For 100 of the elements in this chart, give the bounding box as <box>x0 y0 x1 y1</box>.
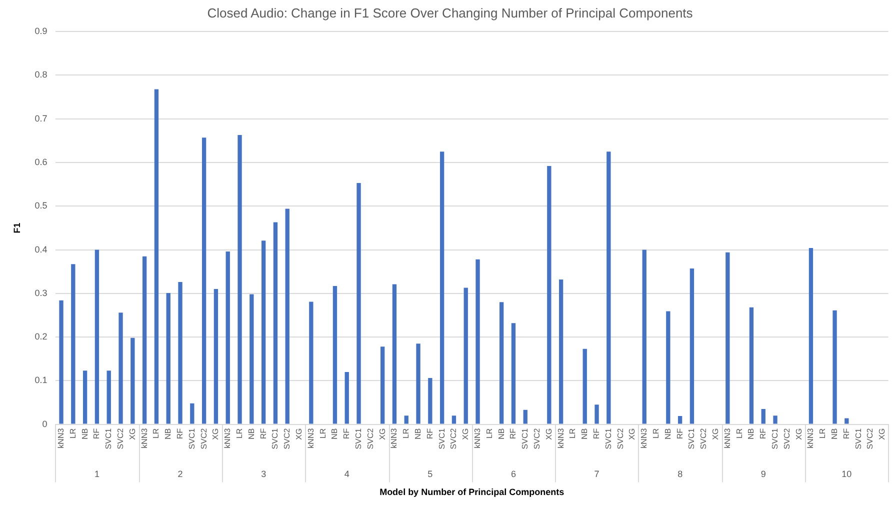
bar <box>106 370 111 424</box>
x-axis-title: Model by Number of Principal Components <box>380 487 564 498</box>
bar <box>808 248 814 424</box>
x-tick-label: NB <box>164 428 173 440</box>
y-tick-label: 0.6 <box>34 156 48 167</box>
bar <box>238 135 242 424</box>
x-tick-label: SVC2 <box>199 428 208 450</box>
y-axis-title: F1 <box>12 222 22 234</box>
bar <box>273 222 278 424</box>
x-tick-label: kNN3 <box>390 428 399 448</box>
x-tick-label: SVC2 <box>616 428 625 450</box>
x-tick-label: XG <box>128 428 137 440</box>
bar <box>285 208 290 424</box>
x-tick-label: SVC2 <box>366 428 375 450</box>
bar <box>749 307 754 424</box>
x-tick-label: SVC2 <box>866 428 875 450</box>
bar <box>547 166 552 424</box>
y-tick-label: 0.4 <box>34 244 48 254</box>
x-tick-label: SVC2 <box>532 428 542 450</box>
bar <box>214 289 218 424</box>
y-tick-label: 0.7 <box>34 113 48 124</box>
bar <box>250 294 254 424</box>
x-tick-label: NB <box>830 428 839 440</box>
bar <box>832 310 837 424</box>
x-tick-label: LR <box>734 428 744 439</box>
x-tick-label: LR <box>651 428 660 439</box>
x-tick-label: RF <box>92 428 102 439</box>
x-tick-label: RF <box>842 428 851 439</box>
x-tick-label: NB <box>330 428 340 440</box>
x-tick-label: XG <box>628 428 637 440</box>
bar <box>178 282 182 424</box>
x-tick-label: SVC2 <box>699 428 708 450</box>
x-tick-label: kNN3 <box>640 428 649 448</box>
x-tick-label: SVC1 <box>520 428 530 450</box>
x-tick-label: SVC1 <box>354 428 363 450</box>
text: 9 <box>760 468 766 479</box>
bar <box>523 410 528 424</box>
x-tick-label: kNN3 <box>556 428 566 448</box>
x-tick-label: NB <box>746 428 756 440</box>
bar <box>761 409 766 424</box>
x-tick-label: SVC2 <box>782 428 792 450</box>
x-tick-label: kNN3 <box>722 428 732 448</box>
bar <box>499 302 504 424</box>
bar <box>558 279 564 424</box>
bar <box>642 250 646 424</box>
bar <box>309 302 314 424</box>
bar <box>82 370 88 424</box>
x-tick-label: LR <box>568 428 578 439</box>
bar <box>190 403 194 424</box>
x-tick-label: XG <box>378 428 387 440</box>
x-tick-label: XG <box>294 428 304 440</box>
y-tick-label: 0 <box>42 418 48 429</box>
x-tick-label: LR <box>68 428 78 439</box>
bar <box>582 348 587 424</box>
bar <box>726 252 730 424</box>
text: 1 <box>94 468 100 479</box>
text: 2 <box>178 468 183 479</box>
x-tick-label: LR <box>818 428 828 439</box>
x-tick-label: XG <box>544 428 554 440</box>
x-tick-label: SVC2 <box>449 428 458 450</box>
x-tick-label: kNN3 <box>56 428 66 448</box>
x-tick-label: kNN3 <box>806 428 816 448</box>
x-tick-label: NB <box>80 428 90 440</box>
bar <box>464 288 468 424</box>
bar <box>118 312 123 424</box>
y-tick-label: 0.1 <box>34 375 48 386</box>
bar <box>154 89 159 424</box>
bar <box>594 404 599 424</box>
bar <box>202 138 206 424</box>
x-tick-label: SVC2 <box>282 428 292 450</box>
x-tick-label: RF <box>508 428 518 439</box>
bar <box>94 250 100 424</box>
x-tick-label: NB <box>413 428 422 440</box>
text: 10 <box>842 468 852 479</box>
bar <box>844 418 849 424</box>
bar <box>678 416 682 424</box>
x-tick-label: XG <box>710 428 720 440</box>
bar <box>392 284 397 424</box>
bar <box>606 152 611 424</box>
x-tick-label: SVC1 <box>270 428 280 450</box>
text: 6 <box>510 468 516 479</box>
x-tick-label: NB <box>496 428 506 440</box>
bar <box>226 252 230 424</box>
text: 8 <box>678 468 683 479</box>
bar <box>71 264 76 424</box>
x-tick-label: SVC1 <box>187 428 196 450</box>
bar <box>59 300 64 424</box>
x-tick-label: RF <box>592 428 601 439</box>
text: 4 <box>344 468 350 479</box>
x-tick-label: XG <box>211 428 220 440</box>
bar <box>380 346 385 424</box>
chart-title: Closed Audio: Change in F1 Score Over Changing Number of Principal Components <box>207 5 694 20</box>
text: 5 <box>428 468 433 479</box>
bar <box>690 268 694 424</box>
x-tick-label: RF <box>175 428 184 439</box>
x-tick-label: LR <box>318 428 328 439</box>
x-tick-label: NB <box>246 428 256 440</box>
text: 7 <box>594 468 600 479</box>
bar <box>773 416 778 424</box>
y-tick-label: 0.9 <box>34 26 48 36</box>
